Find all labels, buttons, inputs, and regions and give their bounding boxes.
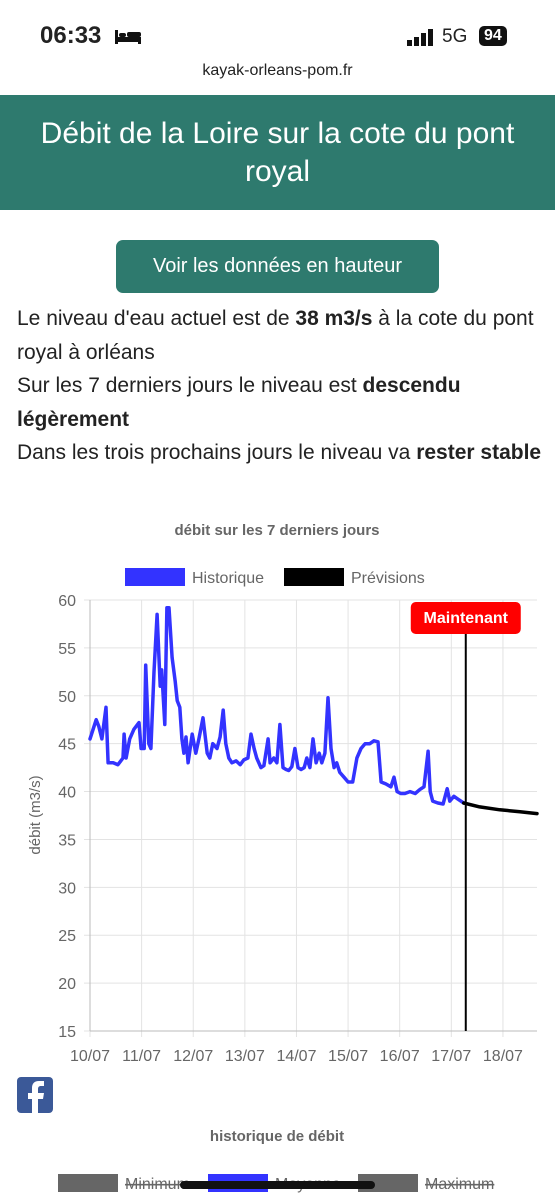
home-indicator — [180, 1181, 375, 1189]
bold-text: 38 m3/s — [295, 307, 373, 330]
text: Dans les trois prochains jours le niveau… — [17, 441, 417, 464]
line-series — [88, 605, 466, 806]
bold-text: descendu légèrement — [17, 374, 461, 431]
y-tick-label: 45 — [58, 737, 76, 754]
status-time: 06:33 — [40, 22, 102, 49]
y-tick-label: 15 — [58, 1024, 76, 1041]
y-tick-label: 60 — [58, 593, 76, 610]
y-tick-label: 20 — [58, 976, 76, 993]
header: Débit de la Loire sur la cote du pont ro… — [0, 95, 555, 210]
x-tick-label: 12/07 — [173, 1048, 213, 1065]
status-network: 5G — [442, 26, 468, 47]
text: Sur les 7 derniers jours le niveau est — [17, 374, 363, 397]
bold-text: rester stable — [416, 441, 542, 464]
paragraph: Dans les trois prochains jours le niveau… — [17, 436, 542, 470]
y-tick-label: 35 — [58, 832, 76, 849]
y-tick-label: 30 — [58, 880, 76, 897]
legend-swatch[interactable] — [58, 1174, 118, 1192]
y-tick-label: 25 — [58, 928, 76, 945]
x-tick-label: 17/07 — [431, 1048, 471, 1065]
legend-swatch — [284, 568, 344, 586]
paragraph: Sur les 7 derniers jours le niveau est d… — [17, 369, 542, 436]
header-title: Débit de la Loire sur la cote du pont ro… — [40, 116, 515, 188]
legend-label: Maximum — [425, 1176, 494, 1193]
y-tick-label: 50 — [58, 689, 76, 706]
x-tick-label: 13/07 — [225, 1048, 265, 1065]
y-tick-label: 55 — [58, 641, 76, 658]
x-tick-label: 10/07 — [70, 1048, 110, 1065]
x-tick-label: 18/07 — [483, 1048, 523, 1065]
button[interactable]: Voir les données en hauteur — [116, 240, 439, 293]
x-tick-label: 14/07 — [276, 1048, 316, 1065]
x-tick-label: 11/07 — [122, 1048, 161, 1065]
status-battery: 94 — [479, 26, 507, 46]
legend-swatch — [125, 568, 185, 586]
facebook-icon[interactable] — [17, 1077, 53, 1113]
annotation-box — [410, 602, 521, 634]
paragraph: Le niveau d'eau actuel est de 38 m3/s à … — [17, 302, 542, 369]
legend-label: Historique — [192, 570, 264, 587]
y-tick-label: 40 — [58, 785, 76, 802]
y-axis-label: débit (m3/s) — [27, 775, 44, 854]
text: à la cote du pont royal à orléans — [17, 307, 534, 364]
signal-icon — [407, 29, 433, 46]
x-tick-label: 16/07 — [380, 1048, 420, 1065]
line-series — [461, 801, 539, 816]
bed-icon — [115, 30, 141, 44]
url[interactable]: kayak-orleans-pom.fr — [202, 62, 353, 79]
legend-label: Prévisions — [351, 570, 425, 587]
charts: débit sur les 7 derniers jours Historique… — [17, 522, 539, 1193]
x-tick-label: 15/07 — [328, 1048, 368, 1065]
chart-title: débit sur les 7 derniers jours — [174, 522, 379, 539]
legend-label: Minimum — [125, 1176, 190, 1193]
text-block: Le niveau d'eau actuel est de 38 m3/s à … — [17, 302, 542, 470]
chart-title: historique de débit — [210, 1128, 344, 1145]
annotation-label: Maintenant — [424, 610, 509, 627]
text: Le niveau d'eau actuel est de — [17, 307, 296, 330]
